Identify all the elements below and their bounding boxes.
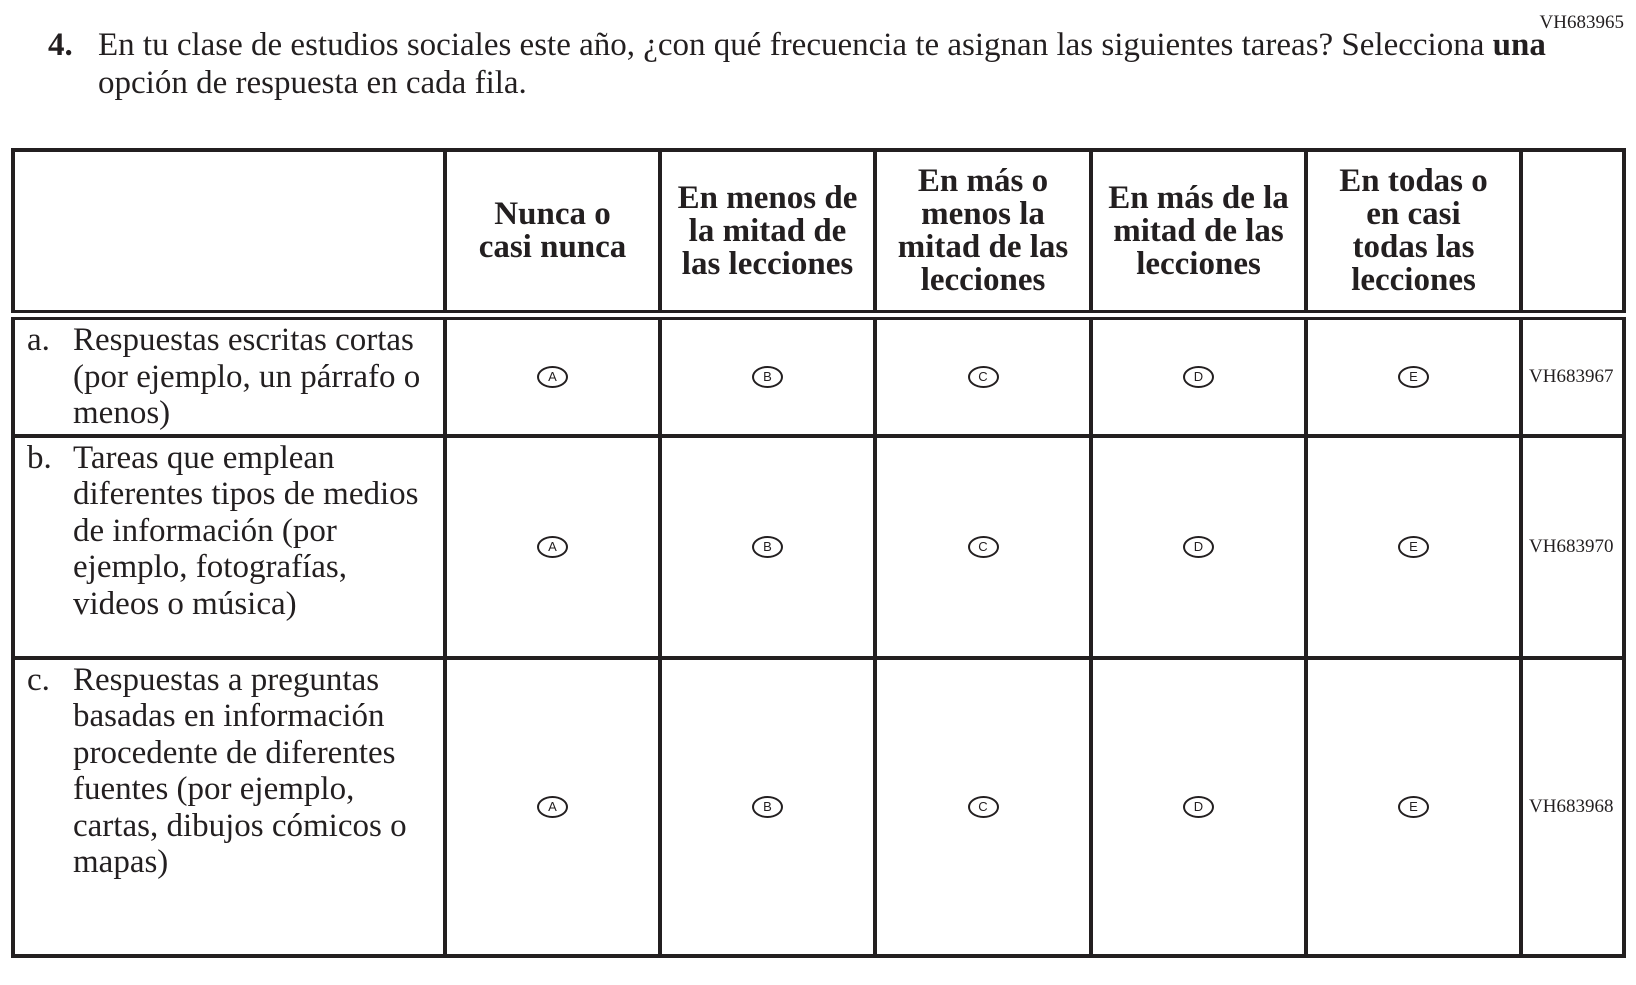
header-blank bbox=[11, 148, 447, 320]
question-row: a. Respuestas escritas cortas (por ejempl… bbox=[11, 313, 1626, 438]
column-header: Nunca o casi nunca bbox=[443, 148, 662, 320]
option-cell: C bbox=[873, 313, 1093, 438]
column-header: En todas o en casi todas las lecciones bbox=[1304, 148, 1523, 320]
answer-bubble-d[interactable]: D bbox=[1183, 365, 1214, 388]
answer-bubble-e[interactable]: E bbox=[1398, 365, 1429, 388]
option-cell: A bbox=[443, 655, 662, 958]
answer-bubble-d[interactable]: D bbox=[1183, 535, 1214, 558]
option-cell: C bbox=[873, 433, 1093, 660]
option-cell: D bbox=[1089, 313, 1308, 438]
answer-bubble-c[interactable]: C bbox=[967, 535, 999, 558]
option-cell: B bbox=[658, 433, 877, 660]
row-label: c. Respuestas a preguntas basadas en info… bbox=[11, 655, 447, 958]
row-text: Tareas que emplean diferentes tipos de m… bbox=[73, 439, 419, 622]
answer-bubble-b[interactable]: B bbox=[752, 795, 783, 818]
column-header: En más o menos la mitad de las lecciones bbox=[873, 148, 1093, 320]
answer-bubble-b[interactable]: B bbox=[752, 535, 783, 558]
row-letter: a. bbox=[27, 322, 50, 358]
column-header: En menos de la mitad de las lecciones bbox=[658, 148, 877, 320]
row-label: a. Respuestas escritas cortas (por ejempl… bbox=[11, 313, 447, 438]
answer-bubble-c[interactable]: C bbox=[967, 795, 999, 818]
answer-bubble-b[interactable]: B bbox=[752, 365, 783, 388]
row-item-code: VH683968 bbox=[1519, 655, 1626, 958]
header-row: Nunca o casi nunca En menos de la mitad … bbox=[11, 148, 1626, 320]
answer-bubble-d[interactable]: D bbox=[1183, 795, 1214, 818]
question-number: 4. bbox=[48, 27, 73, 63]
row-text: Respuestas escritas cortas (por ejemplo,… bbox=[73, 322, 421, 431]
option-cell: E bbox=[1304, 655, 1523, 958]
row-item-code: VH683967 bbox=[1519, 313, 1626, 438]
option-cell: A bbox=[443, 433, 662, 660]
question-text-end: opción de respuesta en cada fila. bbox=[98, 65, 527, 101]
row-letter: c. bbox=[27, 661, 50, 698]
question-text: En tu clase de estudios sociales este añ… bbox=[98, 26, 1636, 102]
option-cell: E bbox=[1304, 433, 1523, 660]
column-header: En más de la mitad de las lecciones bbox=[1089, 148, 1308, 320]
answer-bubble-e[interactable]: E bbox=[1398, 535, 1429, 558]
question-text-emphasis: una bbox=[1492, 27, 1546, 63]
response-grid: Nunca o casi nunca En menos de la mitad … bbox=[11, 148, 1626, 958]
question-row: c. Respuestas a preguntas basadas en info… bbox=[11, 655, 1626, 958]
item-code: VH683965 bbox=[1539, 12, 1624, 33]
option-cell: E bbox=[1304, 313, 1523, 438]
option-cell: D bbox=[1089, 433, 1308, 660]
row-text: Respuestas a preguntas basadas en inform… bbox=[73, 661, 407, 881]
question: 4. En tu clase de estudios sociales este… bbox=[48, 26, 1636, 102]
answer-bubble-c[interactable]: C bbox=[967, 365, 999, 388]
answer-bubble-a[interactable]: A bbox=[537, 795, 568, 818]
row-label: b. Tareas que emplean diferentes tipos de… bbox=[11, 433, 447, 660]
answer-bubble-a[interactable]: A bbox=[537, 535, 568, 558]
question-text-start: En tu clase de estudios sociales este añ… bbox=[98, 27, 1493, 63]
answer-bubble-e[interactable]: E bbox=[1398, 795, 1429, 818]
option-cell: B bbox=[658, 655, 877, 958]
option-cell: C bbox=[873, 655, 1093, 958]
row-item-code: VH683970 bbox=[1519, 433, 1626, 660]
question-row: b. Tareas que emplean diferentes tipos de… bbox=[11, 433, 1626, 660]
option-cell: D bbox=[1089, 655, 1308, 958]
header-blank bbox=[1519, 148, 1626, 320]
option-cell: B bbox=[658, 313, 877, 438]
answer-bubble-a[interactable]: A bbox=[537, 365, 568, 388]
row-letter: b. bbox=[27, 439, 52, 476]
option-cell: A bbox=[443, 313, 662, 438]
